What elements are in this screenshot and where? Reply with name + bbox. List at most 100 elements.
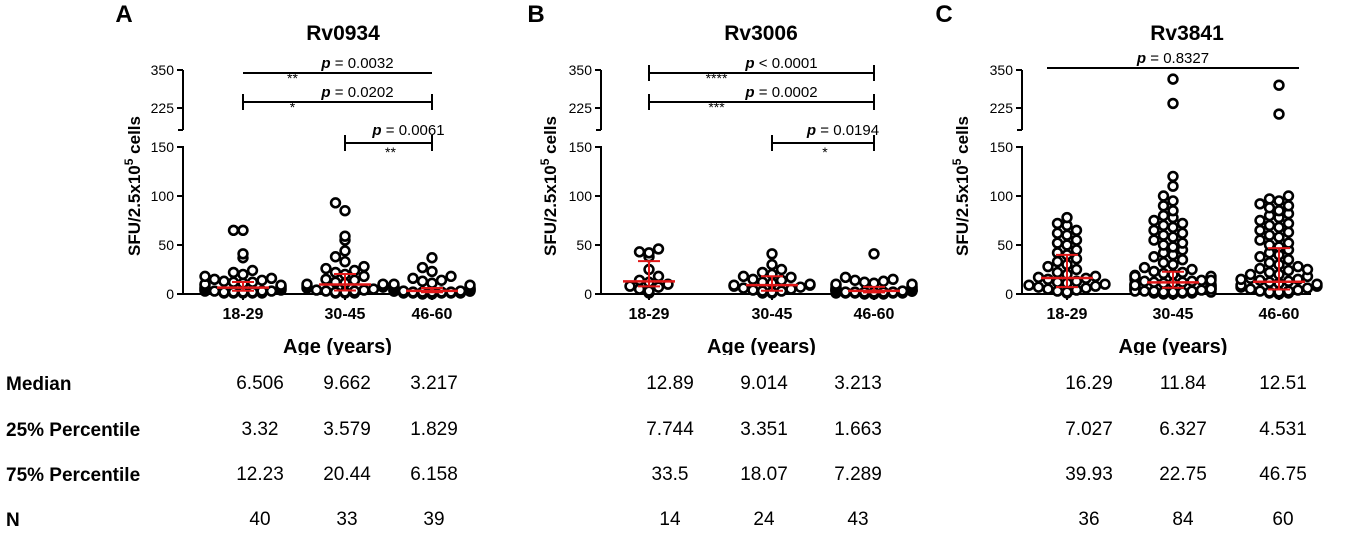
data-point-a <box>388 278 400 290</box>
data-point-a <box>320 262 332 275</box>
data-point-c <box>1254 224 1266 237</box>
table-cell: 39.93 <box>1065 464 1113 485</box>
data-point-c <box>1254 262 1266 275</box>
row-label-p75: 75% Percentile <box>6 465 141 486</box>
data-point-a <box>320 273 332 285</box>
data-point-c <box>1157 209 1170 222</box>
sig-stars-b: *** <box>708 99 725 115</box>
data-point-c <box>1263 219 1276 232</box>
chart-panel-c: C Rv3841 0 50 100 150 225 350 SFU/2.5x105 cells 1… <box>935 1 1323 355</box>
data-point-c <box>1157 190 1170 202</box>
data-point-b <box>766 248 778 260</box>
y-axis-label-a: SFU/2.5x105 cells <box>122 116 144 256</box>
y-tick-label-c: 150 <box>990 139 1014 155</box>
data-point-b <box>624 280 636 292</box>
table-cell: 11.84 <box>1159 373 1207 394</box>
data-point-c <box>1157 267 1170 280</box>
table-cell: 12.51 <box>1259 373 1307 394</box>
data-point-a <box>320 285 332 297</box>
data-point-c <box>1051 237 1064 249</box>
data-point-c <box>1042 260 1054 273</box>
table-cell: 4.531 <box>1259 419 1307 440</box>
table-cell: 1.829 <box>410 419 458 440</box>
data-point-a <box>339 255 351 268</box>
table-cell: 24 <box>753 509 775 530</box>
y-tick-label-b: 100 <box>569 188 593 204</box>
table-cell: 7.027 <box>1065 419 1113 440</box>
data-point-b <box>849 274 861 286</box>
data-point-c <box>1148 224 1160 237</box>
data-point-a <box>426 252 438 264</box>
data-point-a <box>358 270 370 283</box>
data-point-a <box>227 224 240 237</box>
data-point-a <box>445 270 457 283</box>
sig-p-value-a: p = 0.0032 <box>320 55 393 72</box>
x-axis-label-a: Age (years) <box>283 336 392 355</box>
data-point-c <box>1167 170 1179 183</box>
data-point-c <box>1042 283 1054 295</box>
data-point-a <box>265 272 278 285</box>
data-point-a <box>208 273 221 285</box>
data-point-b <box>747 273 759 285</box>
table-cell: 6.158 <box>410 464 458 485</box>
data-point-c <box>1301 282 1314 294</box>
x-axis-label-c: Age (years) <box>1119 336 1228 355</box>
x-tick-label-a: 18-29 <box>223 306 264 323</box>
x-tick-label-a: 30-45 <box>325 306 366 323</box>
data-point-c <box>1292 284 1304 296</box>
data-point-c <box>1167 231 1179 243</box>
table-cell: 9.662 <box>323 373 371 394</box>
data-point-a <box>301 278 313 290</box>
table-cell: 14 <box>659 509 681 530</box>
data-point-b <box>887 273 899 285</box>
x-tick-label-c: 30-45 <box>1153 306 1194 323</box>
data-point-a <box>256 274 268 286</box>
panel-letter-b: B <box>527 1 544 28</box>
data-point-a <box>246 286 259 298</box>
x-axis-label-b: Age (years) <box>707 336 816 355</box>
data-point-c <box>1157 219 1170 232</box>
data-point-c <box>1042 273 1054 285</box>
data-point-c <box>1089 270 1102 283</box>
x-tick-label-c: 46-60 <box>1259 306 1300 323</box>
data-point-a <box>339 230 351 242</box>
data-point-c <box>1167 73 1179 85</box>
data-point-c <box>1263 266 1276 279</box>
data-point-c <box>1205 274 1217 286</box>
data-point-c <box>1070 244 1083 256</box>
table-cell: 46.75 <box>1259 464 1307 485</box>
table-cell: 1.663 <box>834 419 882 440</box>
data-point-c <box>1167 180 1179 192</box>
data-point-c <box>1167 258 1179 271</box>
y-tick-label-a: 150 <box>151 139 175 155</box>
data-point-a <box>237 224 249 237</box>
data-point-b <box>830 278 842 290</box>
data-point-c <box>1129 270 1141 283</box>
y-tick-label-b: 0 <box>584 286 592 302</box>
data-point-a <box>407 272 419 285</box>
data-point-c <box>1282 237 1295 249</box>
data-point-c <box>1129 279 1141 291</box>
table-cell: 7.289 <box>834 464 882 485</box>
data-point-c <box>1273 195 1285 207</box>
data-point-c <box>1061 229 1073 241</box>
data-point-c <box>1157 239 1170 251</box>
data-point-c <box>1023 279 1035 291</box>
data-point-c <box>1138 285 1151 297</box>
data-point-c <box>1051 255 1064 268</box>
data-point-c <box>1263 193 1276 205</box>
data-point-c <box>1061 239 1073 251</box>
data-point-c <box>1244 283 1257 295</box>
data-point-a <box>426 265 438 278</box>
table-cell: 9.014 <box>740 373 788 394</box>
table-cell: 33 <box>336 509 358 530</box>
data-point-a <box>329 197 342 209</box>
y-tick-label-c: 0 <box>1005 286 1013 302</box>
data-point-c <box>1205 283 1217 295</box>
data-point-a <box>426 277 438 289</box>
data-point-c <box>1070 234 1083 246</box>
data-point-c <box>1282 200 1295 212</box>
data-point-c <box>1148 214 1160 227</box>
data-point-c <box>1089 280 1102 292</box>
sig-p-value-b: p < 0.0001 <box>744 55 817 72</box>
